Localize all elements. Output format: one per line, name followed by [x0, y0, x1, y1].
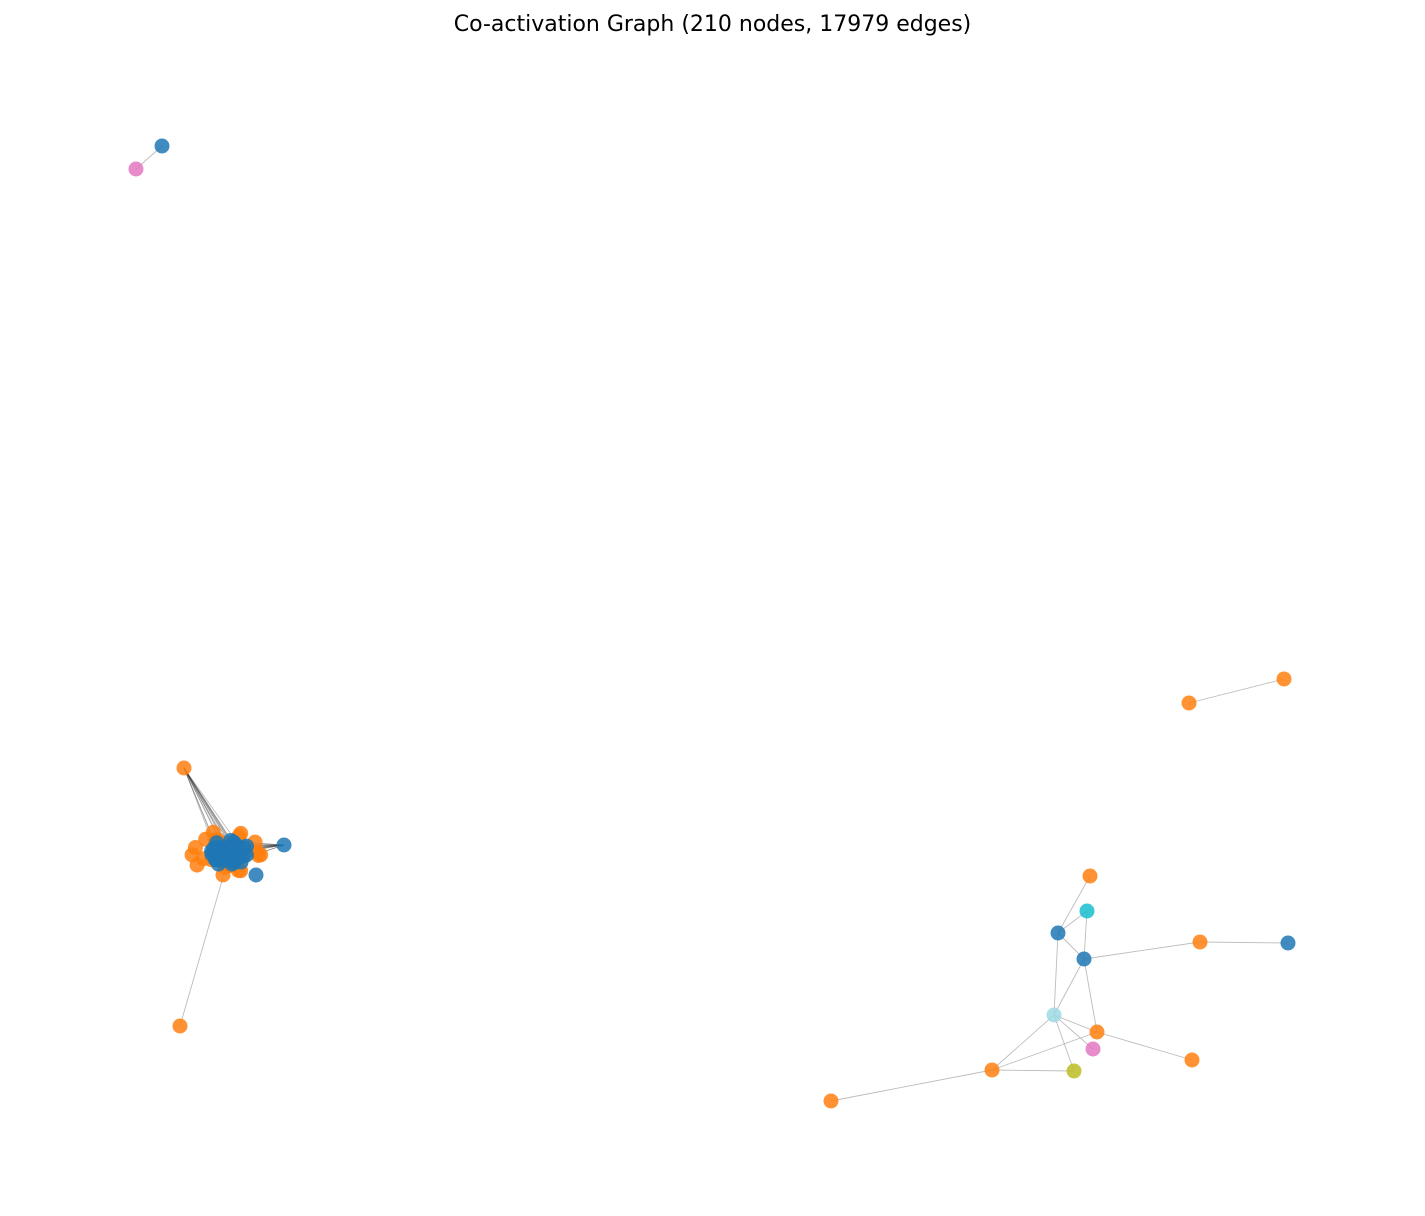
- figure-title: Co-activation Graph (210 nodes, 17979 ed…: [453, 12, 972, 37]
- graph-node[interactable]: [1184, 1052, 1200, 1068]
- cluster-edge: [183, 767, 239, 845]
- graph-edge: [1053, 1014, 1094, 1050]
- graph-node[interactable]: [1079, 903, 1095, 919]
- graph-node[interactable]: [1050, 925, 1066, 941]
- graph-node[interactable]: [1280, 935, 1296, 951]
- graph-edge: [1057, 875, 1091, 934]
- cluster-edge: [183, 767, 235, 848]
- graph-edge: [1083, 958, 1098, 1033]
- graph-node[interactable]: [184, 847, 200, 863]
- graph-node[interactable]: [210, 839, 226, 855]
- graph-edge: [1053, 1014, 1098, 1033]
- graph-node[interactable]: [248, 867, 264, 883]
- graph-edge: [991, 1069, 1075, 1072]
- graph-node[interactable]: [1066, 1063, 1082, 1079]
- graph-edge: [991, 1031, 1098, 1071]
- graph-edge: [991, 1014, 1055, 1071]
- graph-node[interactable]: [1082, 868, 1098, 884]
- graph-node[interactable]: [1181, 695, 1197, 711]
- graph-edge: [1053, 958, 1085, 1016]
- graph-node[interactable]: [128, 161, 144, 177]
- graph-node[interactable]: [1276, 671, 1292, 687]
- graph-edge: [1083, 910, 1088, 960]
- cluster-edge: [183, 767, 233, 846]
- graph-edge: [830, 1069, 993, 1102]
- graph-edge: [1096, 1031, 1193, 1061]
- graph-edge: [1083, 941, 1201, 960]
- graph-node[interactable]: [172, 1018, 188, 1034]
- graph-node[interactable]: [276, 837, 292, 853]
- graph-node[interactable]: [176, 760, 192, 776]
- graph-node[interactable]: [984, 1062, 1000, 1078]
- graph-node[interactable]: [154, 138, 170, 154]
- graph-edge: [1199, 941, 1289, 944]
- edge-layer: [135, 145, 1289, 1102]
- graph-node[interactable]: [823, 1093, 839, 1109]
- graph-node[interactable]: [222, 846, 238, 862]
- graph-edge: [1188, 678, 1285, 704]
- graph-node[interactable]: [1076, 951, 1092, 967]
- graph-node[interactable]: [233, 854, 249, 870]
- graph-node[interactable]: [1085, 1041, 1101, 1057]
- node-layer: [128, 138, 1296, 1109]
- graph-node[interactable]: [1089, 1024, 1105, 1040]
- graph-node[interactable]: [1192, 934, 1208, 950]
- graph-edge: [1053, 1014, 1075, 1072]
- graph-node[interactable]: [239, 838, 255, 854]
- graph-node[interactable]: [1046, 1007, 1062, 1023]
- graph-edge: [1053, 932, 1059, 1016]
